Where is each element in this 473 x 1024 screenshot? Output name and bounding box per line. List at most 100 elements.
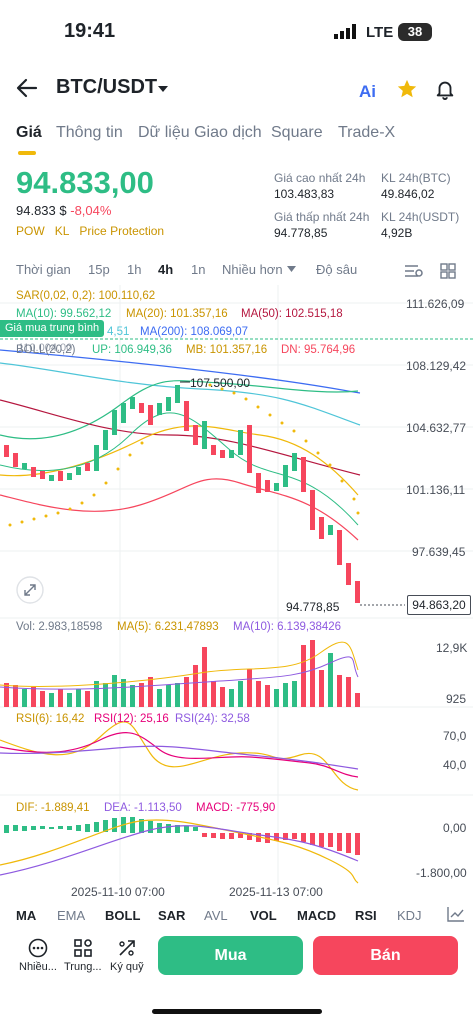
price-usd-row: 94.833 $ -8,04% — [16, 203, 111, 218]
battery-icon: 38 — [398, 23, 432, 41]
xaxis-label-1: 2025-11-10 07:00 — [71, 885, 165, 899]
price-usd: 94.833 $ — [16, 203, 67, 218]
high-value: 103.483,83 — [274, 187, 335, 201]
layout-grid-icon[interactable] — [440, 263, 456, 279]
tag-pow[interactable]: POW — [16, 224, 45, 238]
tab-info[interactable]: Thông tin — [56, 124, 123, 141]
yaxis-label-4: 101.136,11 — [406, 483, 466, 497]
xaxis-label-2: 2025-11-13 07:00 — [229, 885, 323, 899]
low-label: Giá thấp nhất 24h — [274, 210, 370, 224]
margin-label[interactable]: Ký quỹ — [110, 961, 144, 973]
dea-label: DEA: -1.113,50 — [104, 802, 182, 814]
dif-label: DIF: -1.889,41 — [16, 802, 90, 814]
status-bar: 19:41 LTE 38 — [0, 0, 473, 62]
rsi6-label: RSI(6): 16,42 — [16, 713, 85, 725]
low-value: 94.778,85 — [274, 226, 328, 240]
ma10-label: MA(10): 99.562,12 — [16, 308, 112, 320]
vol-usdt-value: 4,92B — [381, 226, 413, 240]
high-label: Giá cao nhất 24h — [274, 171, 366, 185]
more-icon[interactable] — [28, 938, 48, 958]
ind-tab-vol[interactable]: VOL — [250, 908, 277, 923]
vol-axis-high: 12,9K — [436, 641, 468, 655]
trading-center-label[interactable]: Trung... — [64, 961, 102, 973]
tab-underline — [18, 151, 36, 155]
rsi-axis-40: 40,0 — [443, 758, 467, 772]
ma50-label: MA(50): 102.515,18 — [241, 308, 343, 320]
more-label[interactable]: Nhiều... — [19, 961, 57, 973]
expand-icon — [16, 576, 44, 604]
rsi12-label: RSI(12): 25,16 — [94, 713, 169, 725]
last-price: 94.833,00 — [16, 165, 154, 200]
network-type: LTE — [366, 24, 394, 41]
tf-depth[interactable]: Độ sâu — [316, 262, 358, 277]
rsi-axis-70: 70,0 — [443, 729, 467, 743]
yaxis-label-2: 108.129,42 — [406, 359, 467, 373]
candlestick-chart[interactable] — [0, 285, 473, 905]
boll-label: BOLL(20,2) — [16, 344, 76, 356]
home-indicator — [152, 1009, 322, 1014]
margin-icon[interactable] — [117, 938, 137, 958]
tf-1d[interactable]: 1n — [191, 262, 206, 277]
yaxis-label-5: 97.639,45 — [412, 545, 466, 559]
tf-1h[interactable]: 1h — [127, 262, 142, 277]
pair-title[interactable]: BTC/USDT — [56, 76, 158, 98]
more-dropdown-icon[interactable] — [287, 266, 296, 272]
vol-btc-label: KL 24h(BTC) — [381, 171, 451, 185]
tab-trade-x[interactable]: Trade-X — [338, 124, 396, 141]
chart-type-icon[interactable] — [447, 906, 465, 922]
rsi24-label: RSI(24): 32,58 — [175, 713, 250, 725]
sell-button[interactable]: Bán — [313, 936, 458, 975]
yaxis-label-1: 111.626,09 — [406, 297, 465, 311]
avg-buy-tooltip[interactable]: Giá mua trung bình — [0, 320, 104, 337]
star-icon[interactable] — [396, 78, 418, 100]
back-arrow-icon[interactable] — [16, 78, 38, 98]
ind-tab-ma[interactable]: MA — [16, 908, 37, 923]
ind-tab-macd[interactable]: MACD — [297, 908, 336, 923]
avg-buy-label: Giá mua trung bình — [5, 322, 100, 334]
app-header: BTC/USDT Ai — [0, 70, 473, 108]
chart-low-label: 94.778,85 — [286, 600, 340, 614]
ai-icon[interactable]: Ai — [358, 80, 382, 100]
ind-tab-ema[interactable]: EMA — [57, 908, 86, 923]
ind-tab-sar[interactable]: SAR — [158, 908, 186, 923]
vol-usdt-label: KL 24h(USDT) — [381, 210, 460, 224]
current-price-tag: 94.863,20 — [407, 595, 471, 615]
tf-15m[interactable]: 15p — [88, 262, 110, 277]
chart-high-label: 107.500,00 — [190, 376, 251, 390]
ind-tab-avl[interactable]: AVL — [204, 908, 228, 923]
ma100-label: 4,51 — [107, 326, 130, 338]
tab-trading-data[interactable]: Dữ liệu Giao dịch — [138, 124, 262, 141]
tag-kl[interactable]: KL — [54, 224, 70, 238]
boll-mb-label: MB: 101.357,16 — [186, 344, 268, 356]
vol-btc-value: 49.846,02 — [381, 187, 435, 201]
signal-icon — [334, 24, 356, 39]
tags-row: POW KL Price Protection — [16, 224, 164, 238]
tf-time[interactable]: Thời gian — [16, 262, 71, 277]
ind-tab-rsi[interactable]: RSI — [355, 908, 377, 923]
status-time: 19:41 — [64, 20, 116, 42]
indicator-settings-icon[interactable] — [404, 263, 424, 279]
ind-tab-boll[interactable]: BOLL — [105, 908, 141, 923]
svg-text:Ai: Ai — [359, 82, 376, 100]
vol-axis-low: 925 — [446, 692, 467, 706]
ind-tab-kdj[interactable]: KDJ — [397, 908, 422, 923]
boll-dn-label: DN: 95.764,96 — [281, 344, 356, 356]
macd-axis-zero: 0,00 — [443, 821, 467, 835]
tf-more[interactable]: Nhiều hơn — [222, 262, 283, 277]
trading-center-icon[interactable] — [73, 938, 93, 958]
vol-ma10-label: MA(10): 6.139,38426 — [233, 621, 342, 633]
boll-up-label: UP: 106.949,36 — [92, 344, 172, 356]
tag-price-protection[interactable]: Price Protection — [79, 224, 165, 238]
buy-button[interactable]: Mua — [158, 936, 303, 975]
vol-ma5-label: MA(5): 6.231,47893 — [117, 621, 219, 633]
tab-square[interactable]: Square — [271, 124, 323, 141]
ma20-label: MA(20): 101.357,16 — [126, 308, 228, 320]
ma200-label: MA(200): 108.069,07 — [140, 326, 249, 338]
price-change: -8,04% — [70, 203, 112, 218]
tab-price[interactable]: Giá — [16, 124, 42, 141]
bell-icon[interactable] — [434, 78, 456, 100]
dropdown-triangle-icon[interactable] — [157, 85, 169, 93]
macd-label: MACD: -775,90 — [196, 802, 276, 814]
tf-4h[interactable]: 4h — [158, 262, 174, 277]
vol-label: Vol: 2.983,18598 — [16, 621, 103, 633]
